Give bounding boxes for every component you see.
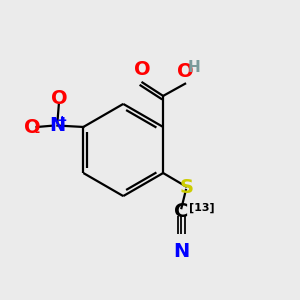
Text: -: - xyxy=(34,126,39,139)
Text: O: O xyxy=(50,89,67,108)
Text: S: S xyxy=(179,178,194,197)
Text: [13]: [13] xyxy=(189,203,214,213)
Text: C: C xyxy=(174,202,189,221)
Text: N: N xyxy=(49,116,65,135)
Text: H: H xyxy=(188,60,200,75)
Text: O: O xyxy=(177,62,194,81)
Text: O: O xyxy=(24,118,41,136)
Text: +: + xyxy=(57,114,68,127)
Text: N: N xyxy=(173,242,190,261)
Text: O: O xyxy=(134,60,151,79)
